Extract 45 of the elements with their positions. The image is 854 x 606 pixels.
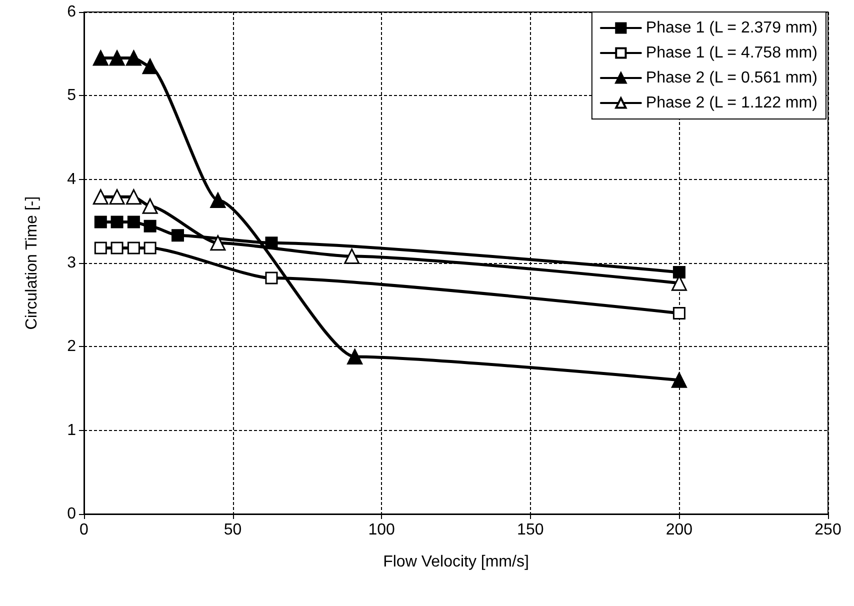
point <box>171 229 184 242</box>
point <box>265 272 278 284</box>
x-tick-label: 50 <box>224 522 242 538</box>
point <box>109 50 125 66</box>
point <box>347 348 363 364</box>
y-tick-label: 0 <box>67 506 76 522</box>
y-tick-label: 4 <box>67 170 76 188</box>
x-tick-label: 200 <box>666 522 693 538</box>
legend-label: Phase 1 (L = 2.379 mm) <box>646 20 818 36</box>
point <box>672 306 686 320</box>
point <box>210 192 226 208</box>
point <box>94 216 107 228</box>
point <box>142 198 158 214</box>
point <box>672 266 686 278</box>
legend-label: Phase 2 (L = 0.561 mm) <box>646 70 818 86</box>
point <box>265 236 278 250</box>
point <box>127 216 140 228</box>
point <box>126 50 142 66</box>
point <box>127 242 140 254</box>
point <box>210 235 226 251</box>
y-tick-label: 5 <box>67 87 76 104</box>
point <box>671 372 687 388</box>
point <box>92 189 108 205</box>
x-tick-label: 150 <box>517 522 544 538</box>
y-tick-label: 1 <box>67 422 76 439</box>
x-axis-title: Flow Velocity [mm/s] <box>383 554 529 570</box>
point <box>144 242 156 254</box>
point <box>94 242 107 254</box>
point <box>109 189 125 205</box>
point <box>110 216 124 228</box>
x-tick-label: 250 <box>814 522 842 538</box>
y-tick-label: 6 <box>67 4 76 20</box>
point <box>110 242 124 254</box>
y-tick-label: 3 <box>67 254 76 272</box>
legend-label: Phase 1 (L = 4.758 mm) <box>646 44 818 62</box>
x-tick-label: 100 <box>368 522 396 538</box>
point <box>92 50 108 66</box>
point <box>344 248 360 264</box>
y-axis-title: Circulation Time [-] <box>24 196 40 330</box>
point <box>126 189 142 205</box>
x-tick-label: 0 <box>80 522 89 538</box>
point <box>144 220 156 232</box>
point <box>142 58 158 74</box>
y-tick-label: 2 <box>67 338 76 356</box>
legend-label: Phase 2 (L = 1.122 mm) <box>646 94 818 112</box>
